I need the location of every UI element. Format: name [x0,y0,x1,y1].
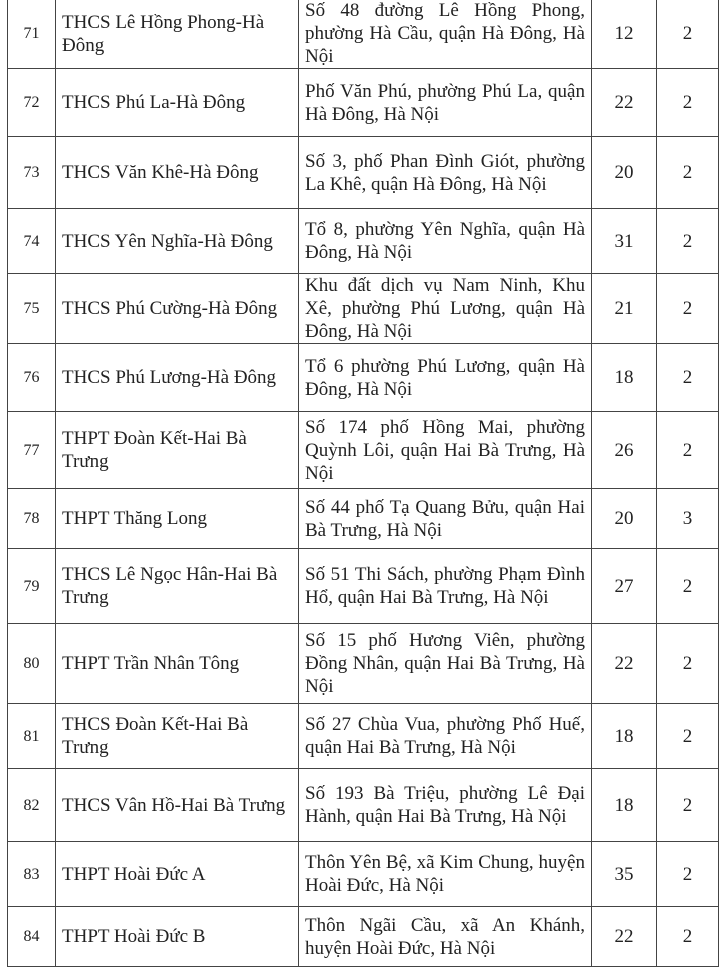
row-number: 80 [7,623,56,704]
count-b: 2 [656,906,719,967]
school-name: THCS Đoàn Kết-Hai Bà Trưng [55,703,299,769]
school-address: Khu đất dịch vụ Nam Ninh, Khu Xê, phường… [298,273,592,344]
table-row: 75 THCS Phú Cường-Hà Đông Khu đất dịch vụ … [7,273,719,344]
count-b: 2 [656,703,719,769]
school-address: Thôn Ngãi Cầu, xã An Khánh, huyện Hoài Đ… [298,906,592,967]
row-number: 83 [7,841,56,907]
count-a: 21 [591,273,657,344]
school-name: THCS Văn Khê-Hà Đông [55,136,299,209]
count-a: 20 [591,136,657,209]
school-address: Thôn Yên Bệ, xã Kim Chung, huyện Hoài Đứ… [298,841,592,907]
table-row: 82 THCS Vân Hồ-Hai Bà Trưng Số 193 Bà Triệ… [7,768,719,842]
school-name: THCS Phú La-Hà Đông [55,68,299,137]
count-b: 2 [656,343,719,412]
table-row: 79 THCS Lê Ngọc Hân-Hai Bà Trưng Số 51 Thi… [7,548,719,624]
school-address: Số 174 phố Hồng Mai, phường Quỳnh Lôi, q… [298,411,592,489]
row-number: 71 [7,0,56,69]
count-a: 31 [591,208,657,274]
count-b: 2 [656,208,719,274]
table-row: 73 THCS Văn Khê-Hà Đông Số 3, phố Phan Đìn… [7,136,719,209]
count-a: 27 [591,548,657,624]
table-row: 81 THCS Đoàn Kết-Hai Bà Trưng Số 27 Chùa V… [7,703,719,769]
count-b: 2 [656,548,719,624]
school-address: Số 27 Chùa Vua, phường Phố Huế, quận Hai… [298,703,592,769]
school-name: THPT Hoài Đức A [55,841,299,907]
count-b: 2 [656,68,719,137]
school-name: THPT Đoàn Kết-Hai Bà Trưng [55,411,299,489]
row-number: 73 [7,136,56,209]
school-address: Số 51 Thi Sách, phường Phạm Đình Hổ, quậ… [298,548,592,624]
row-number: 75 [7,273,56,344]
row-number: 79 [7,548,56,624]
school-address: Số 44 phố Tạ Quang Bửu, quận Hai Bà Trưn… [298,488,592,549]
count-a: 12 [591,0,657,69]
row-number: 72 [7,68,56,137]
count-a: 20 [591,488,657,549]
row-number: 76 [7,343,56,412]
school-address: Số 15 phố Hương Viên, phường Đồng Nhân, … [298,623,592,704]
count-a: 18 [591,768,657,842]
table-row: 77 THPT Đoàn Kết-Hai Bà Trưng Số 174 phố H… [7,411,719,489]
row-number: 77 [7,411,56,489]
row-number: 84 [7,906,56,967]
count-b: 3 [656,488,719,549]
count-b: 2 [656,0,719,69]
school-address: Số 193 Bà Triệu, phường Lê Đại Hành, quậ… [298,768,592,842]
school-address: Phố Văn Phú, phường Phú La, quận Hà Đông… [298,68,592,137]
school-name: THPT Hoài Đức B [55,906,299,967]
row-number: 74 [7,208,56,274]
schools-table: 71 THCS Lê Hồng Phong-Hà Đông Số 48 đường … [7,0,719,967]
school-name: THCS Vân Hồ-Hai Bà Trưng [55,768,299,842]
count-b: 2 [656,623,719,704]
table-row: 84 THPT Hoài Đức B Thôn Ngãi Cầu, xã An Kh… [7,906,719,967]
count-b: 2 [656,841,719,907]
school-address: Tổ 8, phường Yên Nghĩa, quận Hà Đông, Hà… [298,208,592,274]
count-a: 18 [591,703,657,769]
school-name: THCS Yên Nghĩa-Hà Đông [55,208,299,274]
table-row: 83 THPT Hoài Đức A Thôn Yên Bệ, xã Kim Chu… [7,841,719,907]
table-row: 78 THPT Thăng Long Số 44 phố Tạ Quang Bửu,… [7,488,719,549]
school-name: THCS Lê Ngọc Hân-Hai Bà Trưng [55,548,299,624]
row-number: 81 [7,703,56,769]
count-a: 22 [591,906,657,967]
count-a: 18 [591,343,657,412]
school-address: Số 3, phố Phan Đình Giót, phường La Khê,… [298,136,592,209]
table-row: 74 THCS Yên Nghĩa-Hà Đông Tổ 8, phường Yên… [7,208,719,274]
count-b: 2 [656,136,719,209]
school-name: THCS Phú Cường-Hà Đông [55,273,299,344]
count-a: 26 [591,411,657,489]
count-b: 2 [656,273,719,344]
count-b: 2 [656,768,719,842]
count-b: 2 [656,411,719,489]
table-row: 72 THCS Phú La-Hà Đông Phố Văn Phú, phường… [7,68,719,137]
school-name: THCS Lê Hồng Phong-Hà Đông [55,0,299,69]
row-number: 82 [7,768,56,842]
table-row: 80 THPT Trần Nhân Tông Số 15 phố Hương Viê… [7,623,719,704]
school-address: Số 48 đường Lê Hồng Phong, phường Hà Cầu… [298,0,592,69]
school-name: THCS Phú Lương-Hà Đông [55,343,299,412]
count-a: 22 [591,623,657,704]
school-name: THPT Thăng Long [55,488,299,549]
count-a: 22 [591,68,657,137]
count-a: 35 [591,841,657,907]
table-row: 71 THCS Lê Hồng Phong-Hà Đông Số 48 đường … [7,0,719,69]
school-name: THPT Trần Nhân Tông [55,623,299,704]
school-address: Tổ 6 phường Phú Lương, quận Hà Đông, Hà … [298,343,592,412]
row-number: 78 [7,488,56,549]
table-row: 76 THCS Phú Lương-Hà Đông Tổ 6 phường Phú … [7,343,719,412]
